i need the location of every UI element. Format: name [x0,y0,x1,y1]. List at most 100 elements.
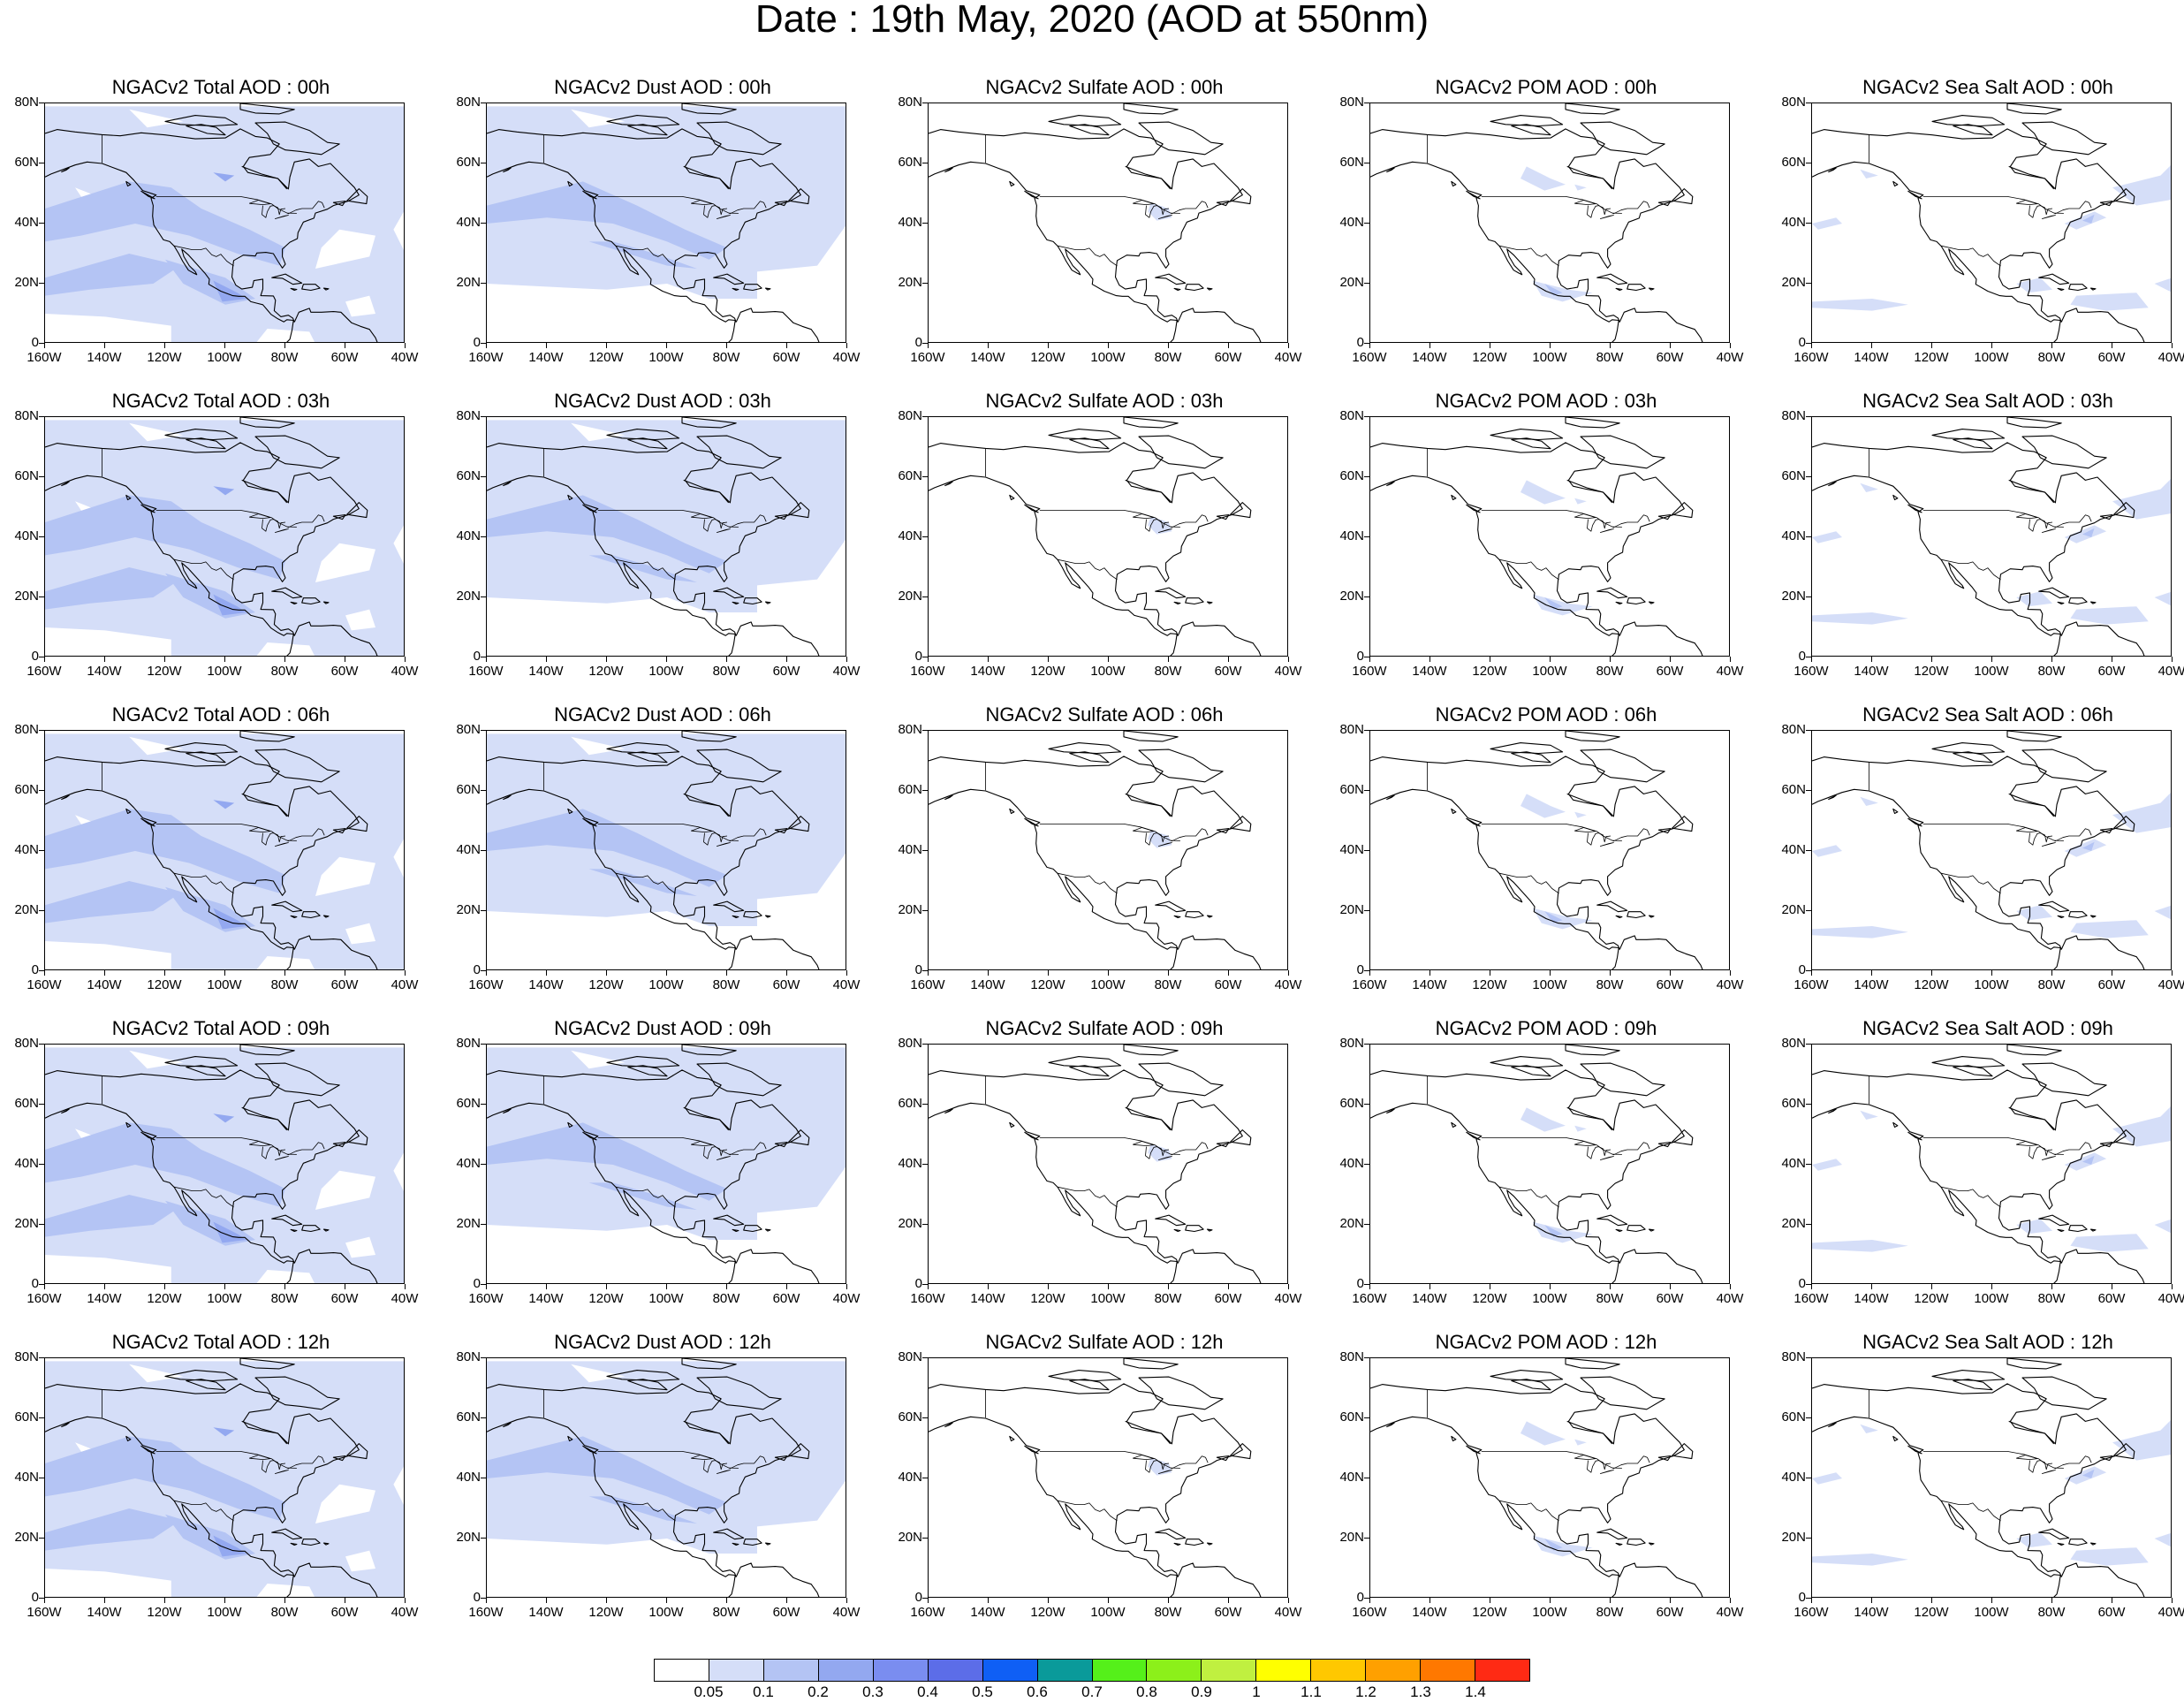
island-outline [125,494,132,501]
border-us-canada [1922,510,2092,528]
lat-label: 0 [914,1276,922,1291]
border-us-canada [155,824,325,842]
lon-label: 60W [2097,1605,2126,1620]
aod-fill-mid [1148,202,1172,221]
island-outline [944,1422,953,1428]
lon-label: 80W [2037,1605,2066,1620]
lon-tick [1730,1598,1731,1603]
island-outline [944,481,953,487]
coastline-pacific [1812,788,2061,950]
lon-tick [1610,970,1611,976]
island-outline [332,1455,346,1462]
island-outline [1466,190,1481,200]
border-us-mexico [1498,245,1559,267]
lon-label: 40W [2157,977,2184,992]
lon-label: 120W [1472,664,1507,679]
island-outline [239,731,295,742]
lat-label: 40N [14,528,39,543]
coastline-atlantic [1812,1069,2127,1264]
great-lake-outline [703,205,728,218]
aod-map [487,1045,846,1283]
aod-fill-mid [1532,1535,1593,1557]
island-outline [681,731,737,742]
lat-tick [39,790,44,791]
island-outline [1490,742,1564,755]
lon-tick [726,343,727,348]
coastline-south-america-pacific [728,1261,736,1283]
lat-label: 40N [1781,528,1806,543]
great-lake-outline [2041,842,2056,847]
lon-tick [928,657,929,662]
coastline-atlantic [487,756,801,950]
lat-tick [922,1357,928,1358]
lon-tick [1168,657,1169,662]
great-lake-outline [274,1470,289,1474]
lat-label: 20N [898,902,922,917]
island-outline [2068,1225,2088,1233]
border-us-mexico [173,872,234,894]
lat-tick [39,1104,44,1105]
lon-label: 160W [1793,664,1829,679]
lat-label: 0 [473,335,481,350]
lon-label: 140W [87,1605,122,1620]
lon-tick [104,1284,105,1289]
lon-tick [284,1284,285,1289]
lon-label: 60W [772,664,800,679]
island-outline [627,751,668,764]
aod-fill-mid [2016,1532,2052,1548]
lat-tick [1806,970,1811,971]
island-outline [1185,1225,1204,1233]
border-us-canada [1922,1137,2092,1156]
coastline-pacific [487,788,736,950]
coastline-hudson-bay [1125,165,1172,190]
lon-tick [44,657,45,662]
coastline-south-america [735,1562,820,1597]
aod-clear-area [45,1255,171,1283]
lon-tick [1429,1598,1430,1603]
coastline-pacific [1812,1416,2061,1577]
lon-label: 80W [1596,664,1624,679]
lat-label: 80N [1339,95,1364,110]
colorbar-swatch [928,1660,983,1681]
lon-label: 80W [270,977,299,992]
lat-tick [1364,536,1369,537]
island-outline [322,915,330,918]
border-us-canada [1922,824,2092,842]
lat-tick [1364,476,1369,477]
map-panel: NGACv2 Sea Salt AOD : 12h 80N 60N 40N 20N 0 16… [1767,1333,2184,1642]
lat-tick [481,730,486,731]
map-plot-area [486,730,846,970]
lon-tick [486,657,487,662]
island-outline [1216,200,1230,207]
lat-label: 40N [1781,1156,1806,1171]
aod-fill-mid [487,495,727,574]
island-outline [1173,287,1181,292]
lat-tick [1806,223,1811,224]
aod-fill-mid [1812,299,1908,311]
lon-label: 60W [2097,350,2126,365]
island-outline [301,911,321,919]
lon-label: 60W [1656,1605,1684,1620]
great-lake-outline [2041,528,2056,533]
island-outline [1206,1228,1213,1232]
lat-tick [1364,343,1369,344]
island-outline [1672,1443,1694,1460]
aod-map [45,103,404,342]
lon-label: 80W [270,1605,299,1620]
island-outline [774,1141,788,1148]
great-lake-outline [1574,827,1596,832]
lon-tick [1048,343,1049,348]
lat-label: 60N [14,468,39,483]
island-outline [1627,911,1646,919]
island-outline [61,481,70,487]
island-outline [582,817,597,827]
panel-title: NGACv2 Dust AOD : 03h [554,390,771,412]
lon-label: 120W [147,1291,182,1306]
lat-tick [481,1104,486,1105]
island-outline [1138,1062,1224,1097]
lat-label: 0 [31,1590,39,1605]
lat-label: 80N [1339,1349,1364,1364]
aod-map [1370,1358,1703,1597]
lat-tick [1364,223,1369,224]
coastline-pacific [929,1102,1178,1264]
